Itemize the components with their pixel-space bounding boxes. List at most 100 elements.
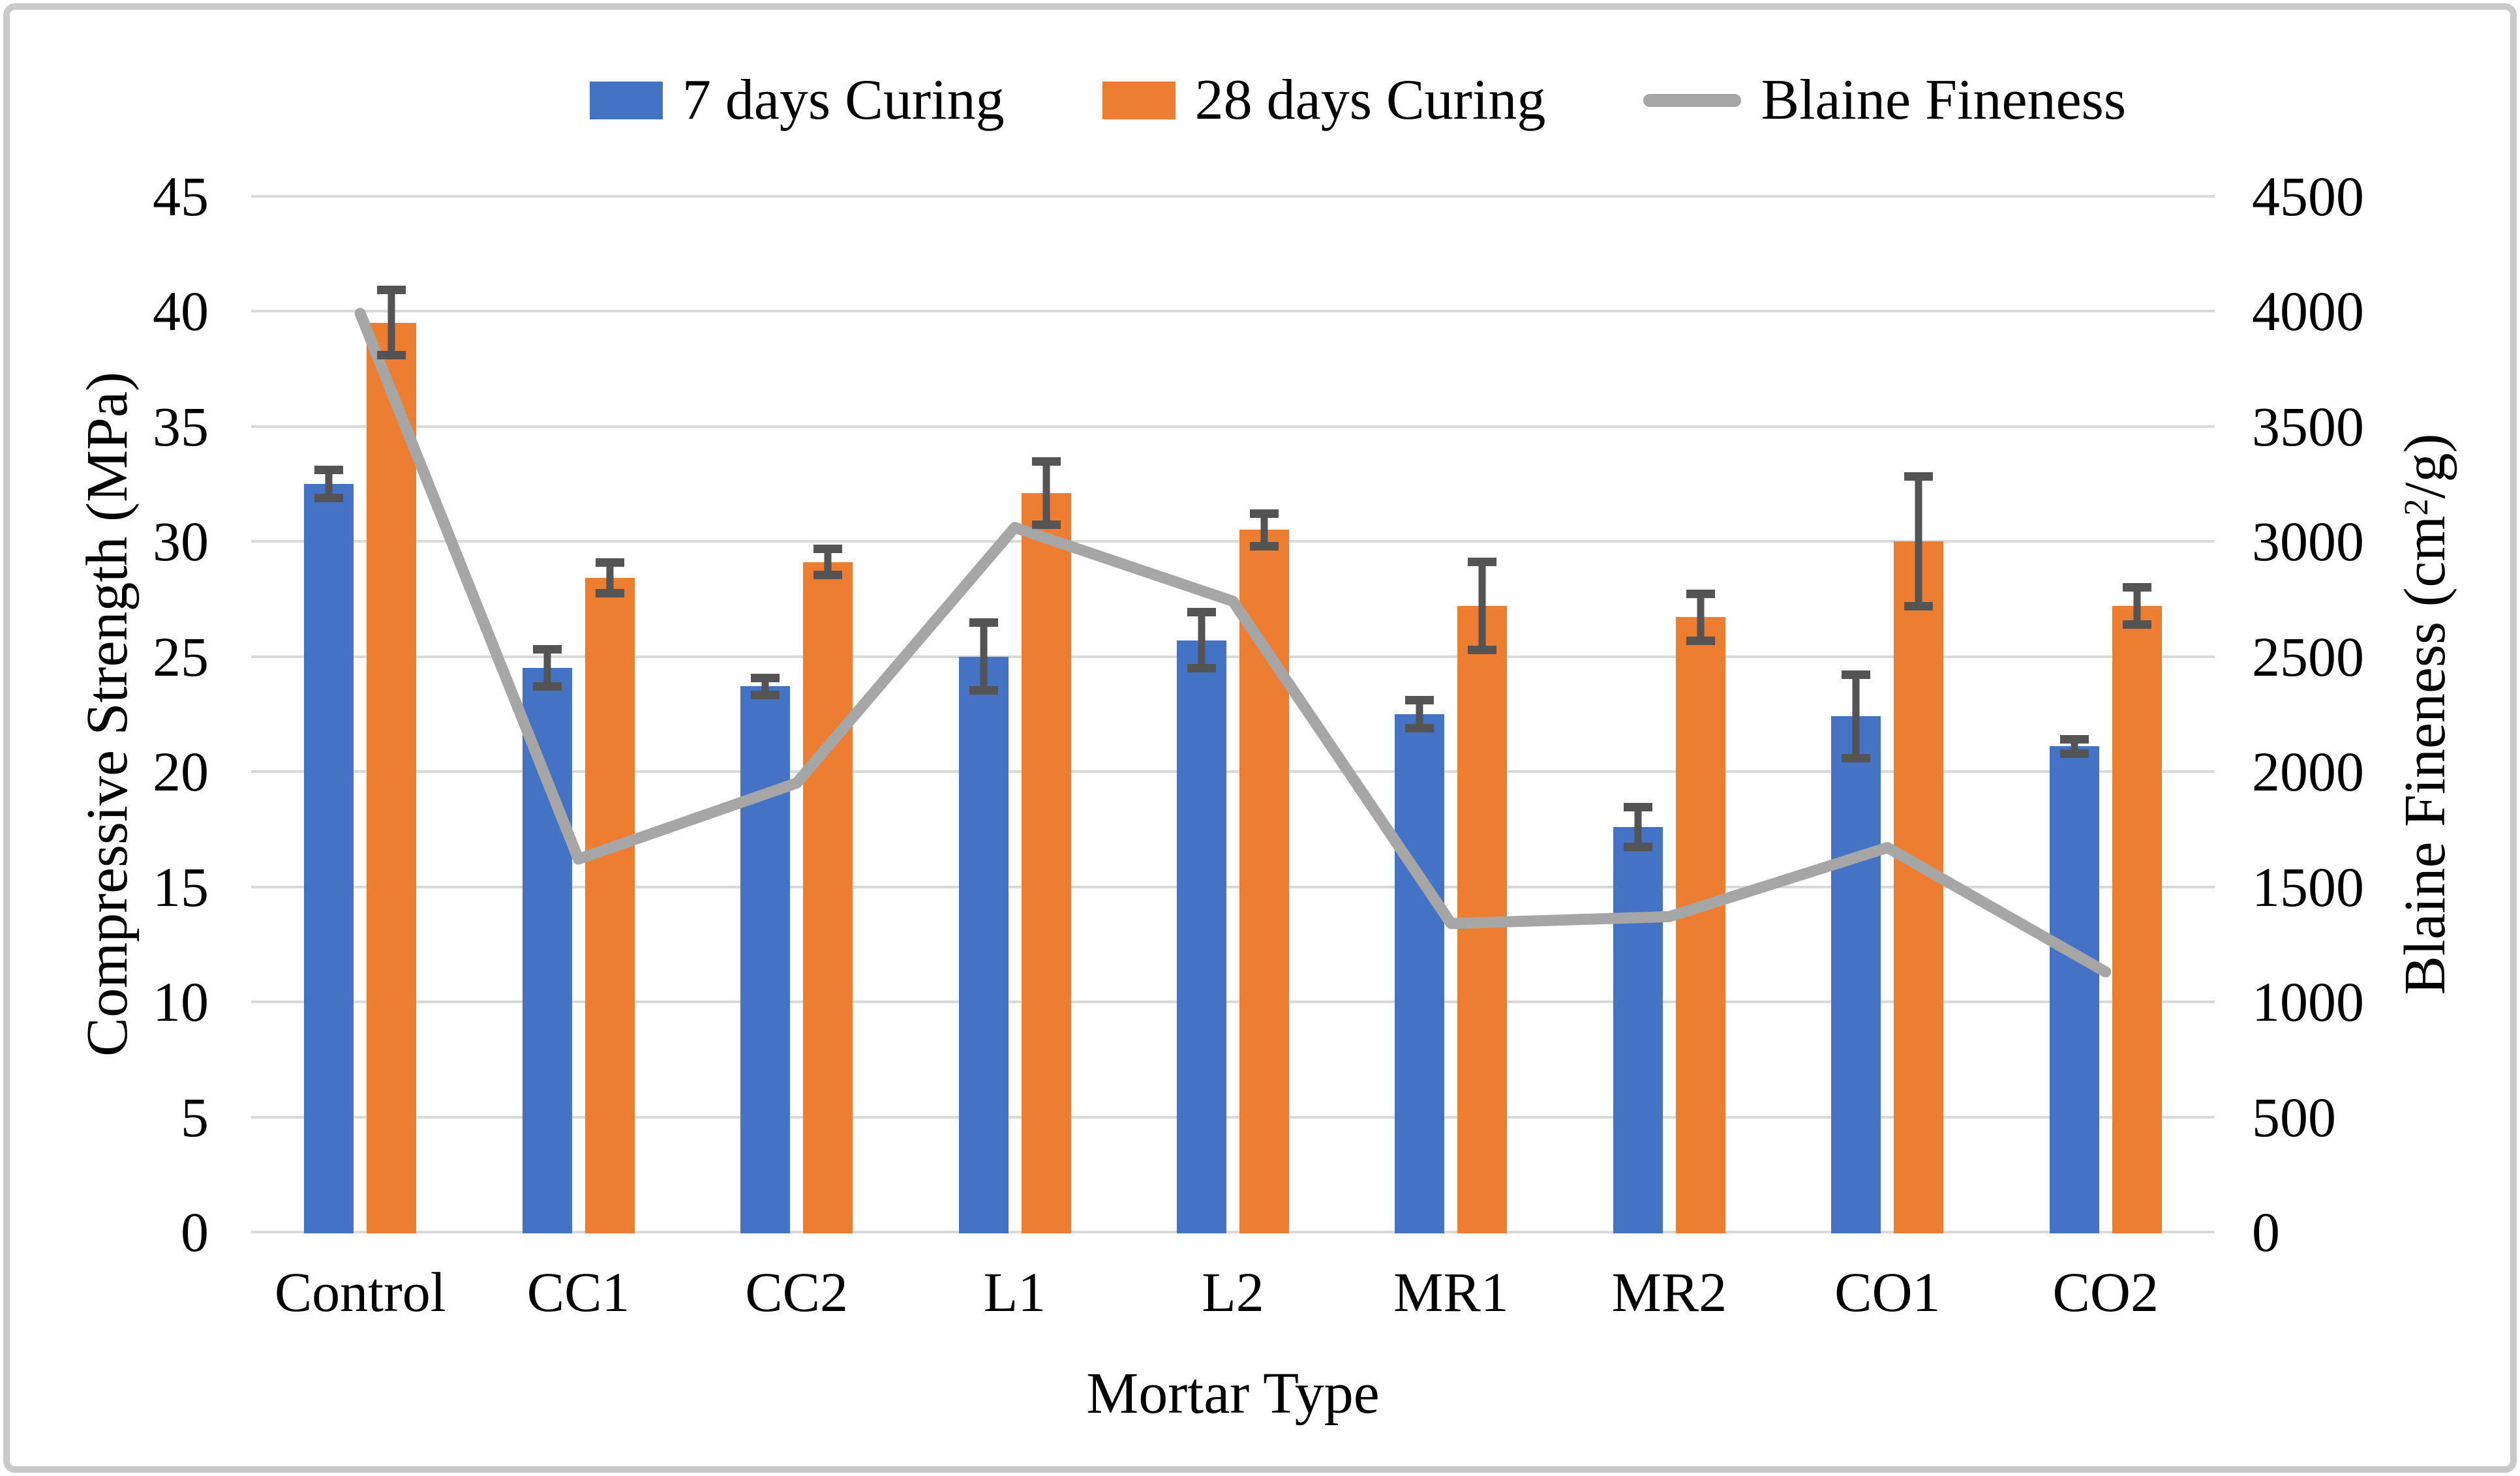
error-bar-cap-bottom <box>314 493 344 502</box>
left-axis-tick-0: 0 <box>181 1201 209 1263</box>
error-bar-line <box>1416 695 1423 732</box>
error-bar-7-days-curing-mr1 <box>1405 695 1435 732</box>
x-axis-tick-co1: CO1 <box>1834 1261 1941 1323</box>
bar-7-days-curing-l1 <box>958 656 1009 1233</box>
error-bar-line <box>1852 670 1860 762</box>
gridline-20 <box>251 770 2215 773</box>
left-axis-tick-45: 45 <box>153 164 209 228</box>
error-bar-line <box>1634 802 1642 851</box>
error-bar-line <box>606 558 614 598</box>
error-bar-cap-bottom <box>813 571 843 580</box>
bar-28-days-curing-cc2 <box>803 562 853 1233</box>
error-bar-28-days-curing-l1 <box>1031 457 1061 529</box>
error-bar-line <box>387 286 395 360</box>
error-bar-7-days-curing-co1 <box>1842 670 1871 762</box>
error-bar-cap-top <box>751 673 780 682</box>
28-days-curing-swatch-icon <box>1102 82 1176 119</box>
left-axis-tick-5: 5 <box>181 1085 209 1149</box>
error-bar-line <box>2071 734 2078 758</box>
error-bar-28-days-curing-cc2 <box>813 545 843 580</box>
legend-label-7-days-curing: 7 days Curing <box>682 68 1005 132</box>
bar-7-days-curing-cc2 <box>740 686 791 1233</box>
left-axis-tick-25: 25 <box>153 625 209 688</box>
left-axis-tick-30: 30 <box>153 510 209 573</box>
error-bar-line <box>980 618 988 695</box>
bar-7-days-curing-co2 <box>2049 746 2099 1233</box>
error-bar-7-days-curing-l1 <box>969 618 998 695</box>
right-axis-tick-3000: 3000 <box>2252 510 2364 573</box>
bar-28-days-curing-control <box>367 322 417 1233</box>
error-bar-cap-bottom <box>377 351 406 360</box>
error-bar-cap-top <box>595 558 624 567</box>
bar-28-days-curing-cc1 <box>584 578 635 1233</box>
x-axis-tick-co2: CO2 <box>2052 1261 2159 1323</box>
blaine-fineness-swatch-icon <box>1643 94 1742 107</box>
error-bar-line <box>1478 557 1486 654</box>
error-bar-line <box>543 644 551 691</box>
x-axis-tick-control: Control <box>274 1261 446 1323</box>
error-bar-cap-top <box>532 644 562 654</box>
right-axis-tick-4500: 4500 <box>2252 164 2364 228</box>
x-axis-tick-mr1: MR1 <box>1393 1261 1509 1323</box>
error-bar-7-days-curing-l2 <box>1187 608 1216 673</box>
gridline-30 <box>251 540 2215 543</box>
right-axis-tick-3500: 3500 <box>2252 395 2364 458</box>
error-bar-cap-bottom <box>1686 636 1715 645</box>
left-axis-title: Compressive Strength (MPa) <box>75 372 140 1057</box>
error-bar-cap-top <box>2059 734 2089 744</box>
error-bar-cap-bottom <box>1904 601 1934 610</box>
gridline-45 <box>251 194 2215 198</box>
error-bar-cap-top <box>1405 695 1435 704</box>
error-bar-28-days-curing-mr2 <box>1686 590 1715 645</box>
right-axis-tick-2500: 2500 <box>2252 625 2364 688</box>
error-bar-cap-top <box>314 465 344 474</box>
7-days-curing-swatch-icon <box>589 82 663 119</box>
x-axis-tick-l1: L1 <box>983 1261 1046 1323</box>
error-bar-28-days-curing-co2 <box>2122 582 2151 629</box>
bar-7-days-curing-mr2 <box>1613 826 1663 1233</box>
error-bar-cap-top <box>1187 608 1216 617</box>
error-bar-28-days-curing-mr1 <box>1468 557 1497 654</box>
x-axis-tick-mr2: MR2 <box>1611 1261 1727 1323</box>
right-axis-title: Blaine Fineness (cm2/g) <box>2393 433 2457 995</box>
bar-28-days-curing-co1 <box>1894 541 1944 1233</box>
right-axis-tick-2000: 2000 <box>2252 740 2364 803</box>
error-bar-line <box>1697 590 1705 645</box>
right-axis-tick-4000: 4000 <box>2252 280 2364 342</box>
gridline-35 <box>251 425 2215 428</box>
error-bar-cap-bottom <box>2122 620 2151 629</box>
error-bar-cap-top <box>1031 457 1061 466</box>
right-axis-tick-1000: 1000 <box>2252 971 2364 1033</box>
error-bar-7-days-curing-cc1 <box>532 644 562 691</box>
error-bar-cap-bottom <box>595 589 624 598</box>
bar-7-days-curing-co1 <box>1831 716 1881 1233</box>
right-axis-title-post: /g) <box>2393 433 2457 499</box>
error-bar-cap-bottom <box>532 682 562 691</box>
left-axis-tick-20: 20 <box>153 740 209 803</box>
error-bar-line <box>761 673 769 699</box>
error-bar-cap-bottom <box>1842 753 1871 762</box>
error-bar-line <box>2133 582 2141 629</box>
legend-item-7-days-curing: 7 days Curing <box>589 68 1005 132</box>
x-axis-tick-cc2: CC2 <box>745 1261 848 1323</box>
x-axis-tick-cc1: CC1 <box>526 1261 630 1323</box>
error-bar-cap-bottom <box>1187 664 1216 673</box>
gridline-0 <box>251 1231 2215 1233</box>
error-bar-cap-top <box>1623 802 1652 811</box>
error-bar-cap-top <box>813 545 843 554</box>
error-bar-cap-bottom <box>1405 723 1435 732</box>
error-bar-cap-top <box>2122 582 2151 592</box>
error-bar-line <box>1915 472 1922 610</box>
bar-7-days-curing-cc1 <box>522 668 572 1233</box>
bar-28-days-curing-l1 <box>1021 492 1071 1233</box>
error-bar-line <box>824 545 832 580</box>
error-bar-7-days-curing-co2 <box>2059 734 2089 758</box>
error-bar-7-days-curing-cc2 <box>751 673 780 699</box>
chart-legend: 7 days Curing 28 days Curing Blaine Finene… <box>196 60 2520 141</box>
left-axis-tick-35: 35 <box>153 395 209 458</box>
error-bar-28-days-curing-cc1 <box>595 558 624 598</box>
bar-28-days-curing-co2 <box>2112 605 2162 1233</box>
error-bar-7-days-curing-mr2 <box>1623 802 1652 851</box>
